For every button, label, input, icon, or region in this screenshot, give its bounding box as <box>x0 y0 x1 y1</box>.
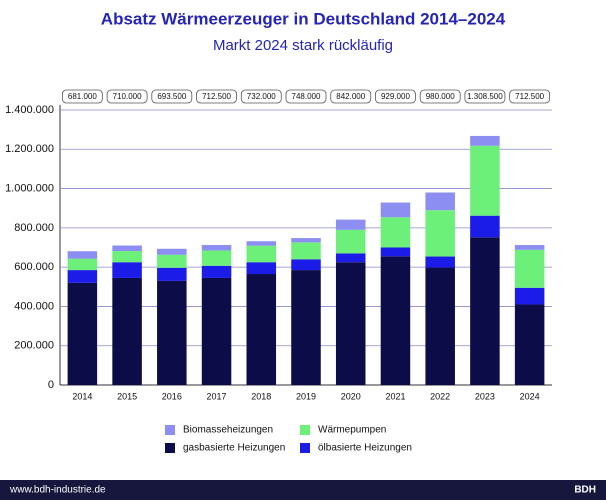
bar-segment <box>291 238 321 243</box>
bar-segment <box>157 280 187 385</box>
bar-segment <box>67 258 98 271</box>
bar-segment <box>291 259 321 271</box>
x-tick-label: 2021 <box>385 391 405 401</box>
bar-segment <box>291 242 321 260</box>
bar-segment <box>425 210 455 257</box>
bar-segment <box>425 192 455 211</box>
bar-segment <box>380 256 411 385</box>
total-box <box>106 89 148 104</box>
bar-segment <box>112 251 142 263</box>
y-tick-label: 400.000 <box>14 300 54 312</box>
total-label: 712.500 <box>202 92 231 101</box>
bar-segment <box>335 219 366 230</box>
total-box <box>464 89 506 104</box>
total-label: 732.000 <box>247 92 276 101</box>
x-tick-label: 2023 <box>475 391 495 401</box>
total-label: 929.000 <box>381 92 410 101</box>
legend-label: ölbasierte Heizungen <box>318 443 412 454</box>
total-label: 710.000 <box>113 92 142 101</box>
bar-segment <box>157 254 187 268</box>
total-label: 712.500 <box>515 92 544 101</box>
x-tick-label: 2017 <box>207 391 227 401</box>
bar-segment <box>201 265 232 278</box>
bar-segment <box>246 241 277 246</box>
bar-segment <box>157 248 187 255</box>
x-tick-label: 2018 <box>251 391 271 401</box>
total-label: 681.000 <box>68 92 97 101</box>
total-box <box>240 89 282 104</box>
bar-segment <box>67 251 98 259</box>
bar-segment <box>201 250 232 266</box>
chart-subtitle: Markt 2024 stark rückläufig <box>213 37 393 54</box>
y-tick-label: 800.000 <box>14 222 54 234</box>
x-tick-label: 2014 <box>72 391 92 401</box>
bar-segment <box>380 247 411 257</box>
legend-swatch <box>300 425 310 435</box>
bar-segment <box>67 282 98 385</box>
x-tick-label: 2022 <box>430 391 450 401</box>
bar-segment <box>335 262 366 385</box>
footer-brand: BDH <box>574 485 596 496</box>
bar-segment <box>335 229 366 254</box>
y-tick-label: 1.000.000 <box>5 182 54 194</box>
bar-segment <box>335 253 366 263</box>
total-label: 980.000 <box>426 92 455 101</box>
bar-segment <box>380 202 411 218</box>
bar-segment <box>201 245 232 251</box>
total-label: 748.000 <box>292 92 321 101</box>
legend-swatch <box>300 443 310 453</box>
total-box <box>196 89 237 104</box>
bar-segment <box>157 267 187 281</box>
bar-segment <box>514 249 545 288</box>
x-tick-label: 2024 <box>520 391 540 401</box>
total-box <box>330 89 372 104</box>
bar-segment <box>514 287 545 305</box>
y-tick-label: 600.000 <box>14 261 54 273</box>
bar-segment <box>246 245 277 263</box>
y-tick-label: 200.000 <box>14 340 54 352</box>
legend-label: Wärmepumpen <box>318 425 386 436</box>
y-tick-label: 1.400.000 <box>5 104 54 116</box>
total-box <box>375 89 416 104</box>
x-tick-label: 2016 <box>162 391 182 401</box>
total-box <box>151 89 193 104</box>
bar-segment <box>112 245 142 252</box>
bar-segment <box>470 145 500 216</box>
bar-segment <box>112 262 142 278</box>
bar-segment <box>514 245 545 250</box>
bar-segment <box>246 274 277 385</box>
y-tick-label: 1.200.000 <box>5 143 54 155</box>
x-tick-label: 2020 <box>341 391 361 401</box>
bar-segment <box>470 215 500 238</box>
total-label: 1.308.500 <box>467 92 503 101</box>
bar-segment <box>291 270 321 385</box>
bar-segment <box>67 270 98 283</box>
bar-segment <box>470 237 500 385</box>
bar-segment <box>514 304 545 385</box>
x-tick-label: 2019 <box>296 391 316 401</box>
footer-bar <box>0 480 606 500</box>
legend-label: Biomasseheizungen <box>183 425 273 436</box>
total-label: 693.500 <box>157 92 186 101</box>
bar-segment <box>380 217 411 248</box>
bar-segment <box>201 277 232 385</box>
total-box <box>509 89 551 104</box>
bar-segment <box>425 267 455 385</box>
total-label: 842.000 <box>336 92 365 101</box>
bar-segment <box>470 135 500 146</box>
bar-segment <box>425 256 455 268</box>
total-box <box>285 89 327 104</box>
bar-segment <box>246 262 277 275</box>
legend-swatch <box>165 425 175 435</box>
x-tick-label: 2015 <box>117 391 137 401</box>
chart-title: Absatz Wärmeerzeuger in Deutschland 2014… <box>101 9 506 28</box>
total-box <box>61 89 103 104</box>
footer-url: www.bdh-industrie.de <box>9 485 106 496</box>
legend-swatch <box>165 443 175 453</box>
bar-segment <box>112 277 142 385</box>
total-box <box>419 89 461 104</box>
y-tick-label: 0 <box>48 379 54 391</box>
legend-label: gasbasierte Heizungen <box>183 443 285 454</box>
